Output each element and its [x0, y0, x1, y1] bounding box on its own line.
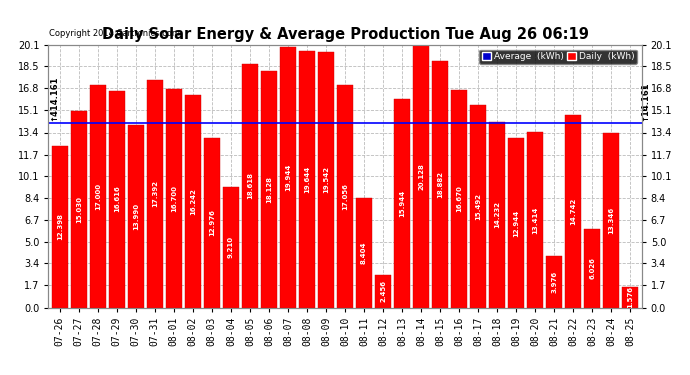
Bar — [451, 90, 467, 308]
Bar — [185, 95, 201, 308]
Bar — [489, 122, 505, 308]
Bar — [356, 198, 372, 308]
Text: 15.030: 15.030 — [76, 196, 81, 223]
Text: 17.056: 17.056 — [342, 183, 348, 210]
Bar — [223, 187, 239, 308]
Text: 18.128: 18.128 — [266, 176, 272, 202]
Bar — [509, 138, 524, 308]
Legend: Average  (kWh), Daily  (kWh): Average (kWh), Daily (kWh) — [479, 50, 637, 64]
Text: ↑14.161: ↑14.161 — [641, 81, 650, 121]
Title: Daily Solar Energy & Average Production Tue Aug 26 06:19: Daily Solar Energy & Average Production … — [101, 27, 589, 42]
Bar — [109, 90, 125, 308]
Bar — [546, 256, 562, 308]
Text: 19.542: 19.542 — [323, 166, 329, 194]
Text: 12.976: 12.976 — [209, 209, 215, 236]
Bar — [261, 71, 277, 308]
Text: 14.232: 14.232 — [494, 201, 500, 228]
Bar — [280, 47, 296, 308]
Text: 13.990: 13.990 — [132, 202, 139, 230]
Text: ↑414.161: ↑414.161 — [49, 75, 58, 121]
Text: 8.404: 8.404 — [361, 242, 367, 264]
Text: 16.242: 16.242 — [190, 188, 196, 215]
Text: 16.700: 16.700 — [171, 185, 177, 212]
Bar — [204, 138, 219, 308]
Text: 12.398: 12.398 — [57, 213, 63, 240]
Text: Copyright 2014 Cartronics.com: Copyright 2014 Cartronics.com — [49, 30, 180, 39]
Text: 9.210: 9.210 — [228, 236, 234, 258]
Text: 13.414: 13.414 — [532, 206, 538, 234]
Bar — [527, 132, 543, 308]
Text: 18.618: 18.618 — [247, 172, 253, 200]
Bar — [147, 80, 163, 308]
Bar — [52, 146, 68, 308]
Bar — [299, 51, 315, 308]
Bar — [166, 89, 181, 308]
Bar — [433, 61, 448, 308]
Text: 14.742: 14.742 — [570, 198, 576, 225]
Bar — [318, 52, 334, 308]
Text: 6.026: 6.026 — [589, 257, 595, 279]
Text: 15.492: 15.492 — [475, 193, 481, 220]
Bar — [413, 45, 429, 308]
Bar — [604, 133, 619, 308]
Text: 3.976: 3.976 — [551, 270, 558, 292]
Text: 13.346: 13.346 — [609, 207, 614, 234]
Bar — [242, 64, 257, 308]
Bar — [622, 287, 638, 308]
Bar — [471, 105, 486, 308]
Text: 2.456: 2.456 — [380, 280, 386, 303]
Text: 19.944: 19.944 — [285, 164, 291, 191]
Bar — [584, 229, 600, 308]
Text: 12.944: 12.944 — [513, 209, 519, 237]
Bar — [565, 115, 581, 308]
Bar — [375, 275, 391, 308]
Bar — [90, 86, 106, 308]
Text: 17.000: 17.000 — [95, 183, 101, 210]
Bar — [394, 99, 410, 308]
Bar — [337, 85, 353, 308]
Text: 19.644: 19.644 — [304, 166, 310, 193]
Text: 16.616: 16.616 — [114, 186, 120, 212]
Text: 15.944: 15.944 — [399, 190, 405, 217]
Bar — [128, 125, 144, 308]
Text: 16.670: 16.670 — [456, 185, 462, 212]
Bar — [71, 111, 86, 308]
Text: 18.882: 18.882 — [437, 171, 443, 198]
Text: 17.392: 17.392 — [152, 180, 158, 207]
Text: 20.128: 20.128 — [418, 163, 424, 189]
Text: 1.576: 1.576 — [627, 286, 633, 308]
